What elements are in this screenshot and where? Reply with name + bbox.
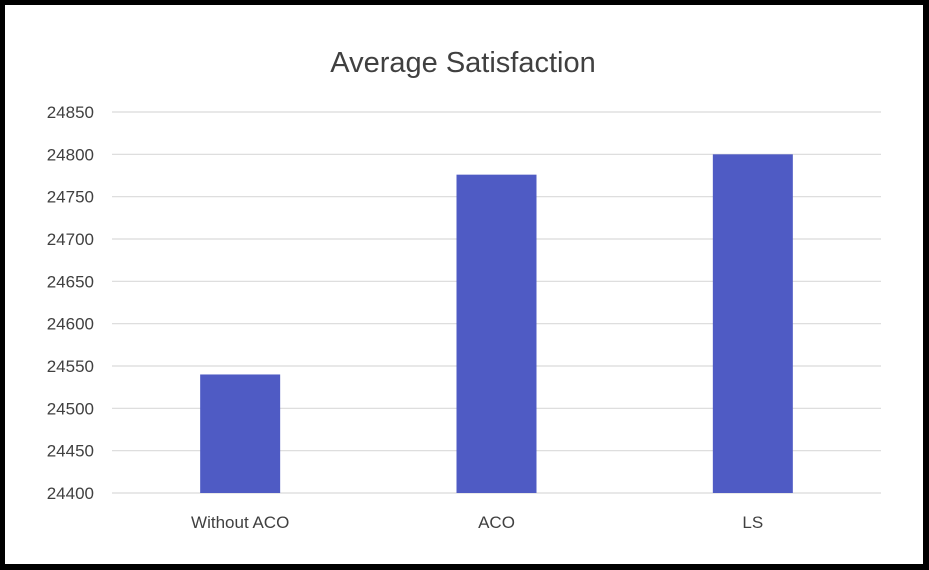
chart-frame: 24400 24450 24500 24550 24600 24650 24700 24750… [5, 5, 923, 564]
y-axis-ticks: 24400 24450 24500 24550 24600 24650 24700 24750… [47, 103, 94, 503]
bar-chart: 24400 24450 24500 24550 24600 24650 24700 24750… [47, 47, 881, 532]
y-tick-label: 24750 [47, 188, 94, 207]
bar-ls [712, 154, 793, 494]
bar-without-aco [200, 374, 281, 493]
bars [200, 154, 793, 494]
bar-aco [456, 174, 537, 494]
y-tick-label: 24400 [47, 484, 94, 503]
x-tick-label: ACO [478, 513, 515, 532]
y-tick-label: 24850 [47, 103, 94, 122]
x-tick-label: Without ACO [191, 513, 289, 532]
x-tick-label: LS [742, 513, 763, 532]
y-tick-label: 24550 [47, 357, 94, 376]
y-tick-label: 24450 [47, 442, 94, 461]
chart-title: Average Satisfaction [330, 47, 595, 79]
y-tick-label: 24500 [47, 399, 94, 418]
x-axis-ticks: Without ACO ACO LS [191, 513, 763, 532]
y-tick-label: 24700 [47, 230, 94, 249]
y-tick-label: 24650 [47, 272, 94, 291]
y-tick-label: 24800 [47, 145, 94, 164]
y-tick-label: 24600 [47, 315, 94, 334]
